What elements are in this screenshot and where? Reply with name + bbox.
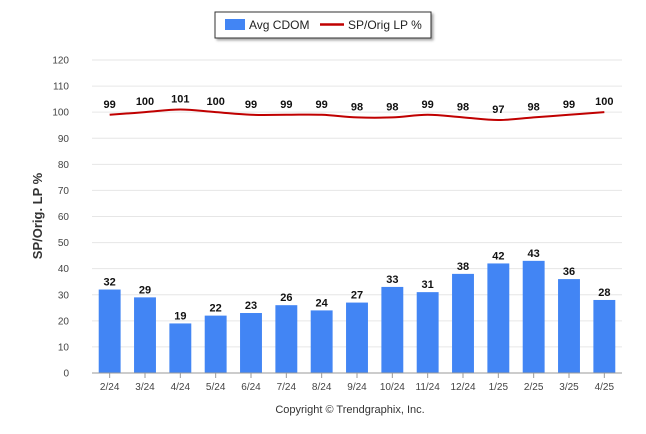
y-tick-label: 80: [58, 160, 70, 171]
bar-data-label: 28: [598, 287, 610, 299]
bar-data-label: 31: [422, 279, 434, 291]
bar-data-label: 43: [528, 248, 540, 260]
bar: [310, 310, 333, 373]
x-tick-label: 10/24: [380, 382, 405, 393]
bar-data-label: 19: [174, 310, 186, 322]
y-tick-label: 90: [58, 134, 70, 145]
y-tick-label: 10: [58, 342, 70, 353]
y-axis-ticks: 0 10 20 30 40 50 60 70 80 90 100 110 120: [52, 56, 69, 380]
bar: [558, 279, 580, 373]
bar-data-label: 32: [104, 277, 116, 289]
line-data-label: 100: [136, 96, 154, 108]
line-data-label: 99: [104, 99, 116, 111]
line-data-label: 98: [528, 101, 540, 113]
bar: [204, 315, 227, 373]
line-data-label: 97: [492, 104, 504, 116]
x-tick-label: 8/24: [312, 382, 332, 393]
line-path: [109, 108, 605, 121]
bar: [487, 263, 510, 373]
line-data-labels: 99 100 101 100 99 99 99 98 98 99 98 97 98 99 100: [104, 94, 614, 116]
line-data-label: 99: [245, 99, 257, 111]
line-data-label: 100: [206, 96, 224, 108]
legend-swatch-avg-cdom: [225, 19, 245, 30]
y-tick-label: 30: [58, 290, 70, 301]
bar: [346, 302, 368, 373]
copyright-text: Copyright © Trendgraphix, Inc.: [275, 404, 424, 416]
x-tick-label: 3/24: [135, 382, 155, 393]
line-data-label: 98: [351, 101, 363, 113]
x-tick-label: 4/24: [171, 382, 191, 393]
bar: [240, 313, 262, 373]
y-tick-label: 20: [58, 316, 70, 327]
x-tick-label: 2/25: [524, 382, 544, 393]
bar: [452, 273, 474, 373]
line-data-label: 98: [457, 101, 469, 113]
bar: [593, 299, 616, 373]
bar: [98, 289, 121, 373]
bar: [275, 305, 298, 373]
bar: [134, 297, 156, 373]
bar-data-label: 27: [351, 290, 363, 302]
bar-data-label: 42: [492, 250, 504, 262]
y-tick-label: 110: [53, 82, 69, 93]
legend-label-avg-cdom: Avg CDOM: [249, 18, 309, 32]
line-data-label: 99: [316, 99, 328, 111]
bar: [416, 292, 439, 373]
x-tick-label: 4/25: [595, 382, 615, 393]
line-data-label: 99: [422, 99, 434, 111]
line-data-label: 100: [595, 96, 613, 108]
y-tick-label: 60: [58, 212, 70, 223]
bar: [381, 286, 404, 373]
y-tick-label: 100: [52, 108, 69, 119]
y-tick-label: 70: [58, 186, 70, 197]
bar-data-label: 38: [457, 261, 469, 273]
y-tick-label: 0: [63, 369, 69, 380]
y-tick-label: 40: [58, 264, 70, 275]
x-tick-label: 1/25: [489, 382, 509, 393]
y-tick-label: 120: [52, 56, 69, 67]
x-tick-label: 12/24: [450, 382, 475, 393]
x-tick-label: 3/25: [559, 382, 579, 393]
x-axis-ticks: 2/24 3/24 4/24 5/24 6/24 7/24 8/24 9/24 10/24 11/…: [100, 373, 615, 393]
bar-data-label: 29: [139, 284, 151, 296]
x-tick-label: 6/24: [241, 382, 261, 393]
bar-data-label: 33: [386, 274, 398, 286]
bar-series-avg-cdom: [98, 260, 616, 373]
legend: Avg CDOM SP/Orig LP %: [214, 11, 432, 39]
x-tick-label: 9/24: [347, 382, 367, 393]
bar-data-label: 26: [280, 292, 292, 304]
x-tick-label: 7/24: [277, 382, 297, 393]
bar-data-label: 22: [210, 303, 222, 315]
bar-data-label: 36: [563, 266, 575, 278]
line-data-label: 99: [563, 99, 575, 111]
legend-label-sp-orig-lp: SP/Orig LP %: [348, 18, 422, 32]
bar-data-label: 23: [245, 300, 257, 312]
y-axis-title: SP/Orig. LP %: [30, 172, 45, 259]
line-data-label: 98: [386, 101, 398, 113]
x-tick-label: 2/24: [100, 382, 120, 393]
line-series-sp-orig-lp: [109, 108, 605, 121]
bar-data-labels: 32 29 19 22 23 26 24 27 33 31 38 42 43 36 28: [104, 248, 611, 323]
x-tick-label: 5/24: [206, 382, 226, 393]
bar: [169, 323, 192, 373]
bar: [522, 260, 545, 373]
y-tick-label: 50: [58, 238, 70, 249]
line-data-label: 99: [280, 99, 292, 111]
x-tick-label: 11/24: [416, 382, 441, 393]
bar-data-label: 24: [316, 297, 329, 309]
line-data-label: 101: [171, 94, 189, 106]
